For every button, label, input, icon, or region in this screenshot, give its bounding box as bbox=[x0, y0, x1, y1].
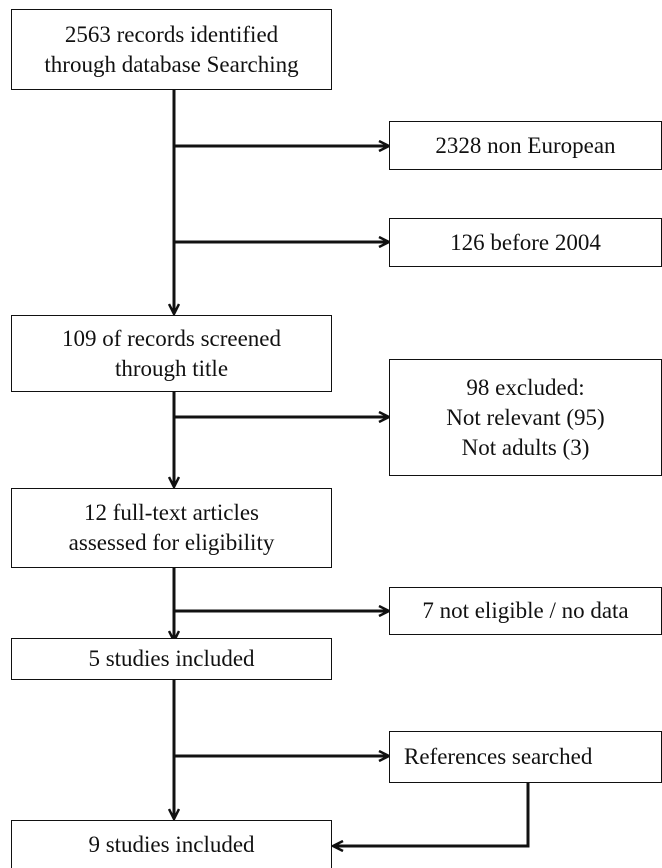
box-text: 5 studies included bbox=[88, 646, 255, 671]
box-full-text: 12 full-text articles assessed for eligi… bbox=[11, 488, 332, 568]
box-text: through title bbox=[114, 355, 229, 381]
box-records-identified: 2563 records identified through database… bbox=[11, 9, 332, 90]
box-not-eligible: 7 not eligible / no data bbox=[389, 587, 662, 635]
box-text: Not adults (3) bbox=[461, 434, 590, 460]
box-nine-included: 9 studies included bbox=[11, 820, 332, 868]
box-screened-title: 109 of records screened through title bbox=[11, 315, 332, 392]
box-non-european: 2328 non European bbox=[389, 121, 662, 170]
box-text: 109 of records screened bbox=[61, 325, 282, 351]
box-text: 2328 non European bbox=[435, 132, 616, 158]
box-text: Not relevant (95) bbox=[446, 404, 605, 430]
box-text: 98 excluded: bbox=[466, 374, 585, 400]
box-text: 126 before 2004 bbox=[450, 229, 601, 255]
box-text: 9 studies included bbox=[88, 831, 255, 857]
box-text: References searched bbox=[404, 744, 593, 769]
arrow-references-to-nine bbox=[334, 783, 530, 846]
box-text: through database Searching bbox=[44, 51, 299, 77]
box-five-included: 5 studies included bbox=[11, 638, 332, 680]
box-before-2004: 126 before 2004 bbox=[389, 218, 662, 267]
box-text: 2563 records identified bbox=[64, 21, 279, 47]
box-excluded: 98 excluded: Not relevant (95) Not adult… bbox=[389, 359, 662, 476]
box-text: 7 not eligible / no data bbox=[422, 598, 629, 623]
box-references: References searched bbox=[389, 731, 662, 783]
box-text: 12 full-text articles bbox=[84, 500, 259, 525]
box-text: assessed for eligibility bbox=[68, 530, 275, 555]
